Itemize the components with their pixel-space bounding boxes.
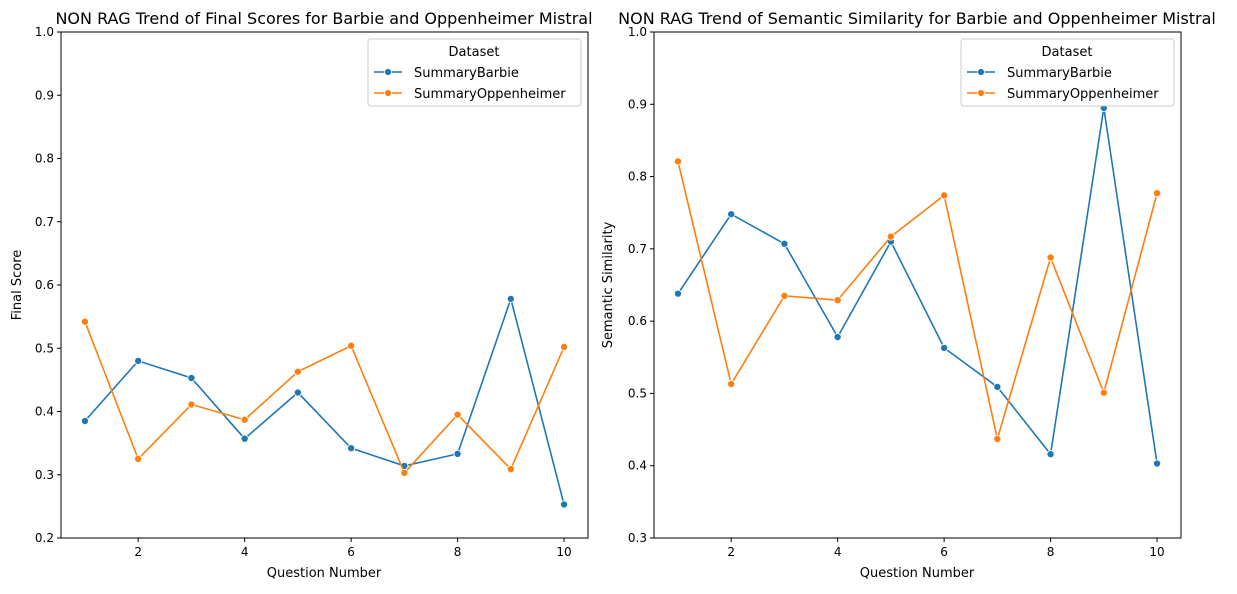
data-point-oppenheimer (347, 341, 356, 350)
data-point-oppenheimer (453, 410, 462, 419)
data-point-oppenheimer (940, 191, 949, 200)
data-point-oppenheimer (134, 454, 143, 463)
y-axis-label: Semantic Similarity (601, 221, 616, 348)
chart-title: NON RAG Trend of Semantic Similarity for… (618, 9, 1216, 28)
x-tick-label: 10 (1149, 545, 1164, 559)
data-point-oppenheimer (673, 157, 682, 166)
y-tick-label: 0.5 (35, 341, 54, 355)
series-layer (80, 294, 569, 509)
data-point-barbie (347, 444, 356, 453)
legend-marker-barbie (977, 68, 985, 76)
y-tick-label: 0.3 (35, 468, 54, 482)
data-point-oppenheimer (1153, 189, 1162, 198)
legend-title: Dataset (449, 45, 500, 60)
y-tick-label: 0.3 (628, 531, 647, 545)
y-tick-label: 0.9 (35, 88, 54, 102)
data-point-barbie (560, 500, 569, 509)
data-point-barbie (240, 434, 249, 443)
x-tick-label: 4 (241, 545, 249, 559)
data-point-oppenheimer (560, 342, 569, 351)
data-point-barbie (293, 388, 302, 397)
x-tick-label: 8 (1047, 545, 1055, 559)
data-point-oppenheimer (1099, 388, 1108, 397)
legend-label-barbie: SummaryBarbie (1007, 66, 1112, 81)
x-tick-label: 8 (454, 545, 462, 559)
x-tick-label: 6 (940, 545, 948, 559)
data-point-barbie (187, 373, 196, 382)
y-tick-label: 0.6 (35, 278, 54, 292)
data-point-barbie (940, 343, 949, 352)
y-tick-label: 0.7 (35, 215, 54, 229)
x-axis-label: Question Number (267, 566, 382, 581)
data-point-oppenheimer (187, 400, 196, 409)
plot-frame (60, 31, 589, 539)
data-point-oppenheimer (400, 468, 409, 477)
legend-label-barbie: SummaryBarbie (414, 66, 519, 81)
data-point-oppenheimer (1046, 253, 1055, 262)
legend-box (960, 38, 1175, 107)
series-line-oppenheimer (84, 321, 565, 475)
data-point-oppenheimer (293, 367, 302, 376)
data-point-oppenheimer (506, 465, 515, 474)
data-point-oppenheimer (80, 317, 89, 326)
axis-ticks: 2 4 6 8 10 0.3 0.4 0.5 0.6 0.7 0.8 0.9 1.0 (628, 25, 1165, 559)
data-point-barbie (1153, 459, 1162, 468)
subplot-semantic-similarity: NON RAG Trend of Semantic Similarity for… (601, 9, 1216, 581)
data-point-barbie (727, 210, 736, 219)
y-tick-label: 0.2 (35, 531, 54, 545)
y-tick-label: 1.0 (628, 25, 647, 39)
data-point-oppenheimer (727, 380, 736, 389)
series-layer (673, 103, 1162, 468)
legend-marker-barbie (384, 68, 392, 76)
y-tick-label: 0.4 (628, 459, 647, 473)
x-tick-label: 2 (134, 545, 142, 559)
data-point-barbie (833, 333, 842, 342)
y-axis-label: Final Score (10, 250, 25, 321)
axis-ticks: 2 4 6 8 10 0.2 0.3 0.4 0.5 0.6 0.7 0.8 0.9 1.0 (35, 25, 572, 559)
legend-marker-oppenheimer (384, 89, 392, 97)
y-tick-label: 0.9 (628, 97, 647, 111)
y-tick-label: 1.0 (35, 25, 54, 39)
x-axis-label: Question Number (860, 566, 975, 581)
y-tick-label: 0.8 (628, 170, 647, 184)
legend-box (367, 38, 582, 107)
plot-frame (653, 31, 1182, 539)
series-line-barbie (84, 296, 565, 505)
data-point-barbie (134, 356, 143, 365)
legend-label-oppenheimer: SummaryOppenheimer (414, 87, 566, 102)
y-tick-label: 0.7 (628, 242, 647, 256)
data-point-barbie (453, 449, 462, 458)
data-point-oppenheimer (780, 291, 789, 300)
data-point-oppenheimer (240, 415, 249, 424)
chart-title: NON RAG Trend of Final Scores for Barbie… (55, 9, 592, 28)
y-tick-label: 0.5 (628, 386, 647, 400)
legend-title: Dataset (1042, 45, 1093, 60)
data-point-barbie (1046, 450, 1055, 459)
data-point-oppenheimer (886, 232, 895, 241)
data-point-barbie (506, 294, 515, 303)
legend: Dataset SummaryBarbie SummaryOppenheimer (960, 38, 1175, 107)
y-tick-label: 0.4 (35, 405, 54, 419)
x-tick-label: 10 (556, 545, 571, 559)
series-line-barbie (677, 107, 1158, 464)
legend-label-oppenheimer: SummaryOppenheimer (1007, 87, 1159, 102)
y-tick-label: 0.6 (628, 314, 647, 328)
x-tick-label: 6 (347, 545, 355, 559)
data-point-barbie (993, 382, 1002, 391)
x-tick-label: 2 (727, 545, 735, 559)
subplot-final-score: NON RAG Trend of Final Scores for Barbie… (10, 9, 593, 581)
legend-marker-oppenheimer (977, 89, 985, 97)
y-tick-label: 0.8 (35, 152, 54, 166)
data-point-oppenheimer (993, 434, 1002, 443)
legend: Dataset SummaryBarbie SummaryOppenheimer (367, 38, 582, 107)
x-tick-label: 4 (834, 545, 842, 559)
data-point-barbie (80, 416, 89, 425)
data-point-oppenheimer (833, 296, 842, 305)
data-point-barbie (780, 239, 789, 248)
series-line-oppenheimer (677, 161, 1158, 440)
data-point-barbie (673, 289, 682, 298)
